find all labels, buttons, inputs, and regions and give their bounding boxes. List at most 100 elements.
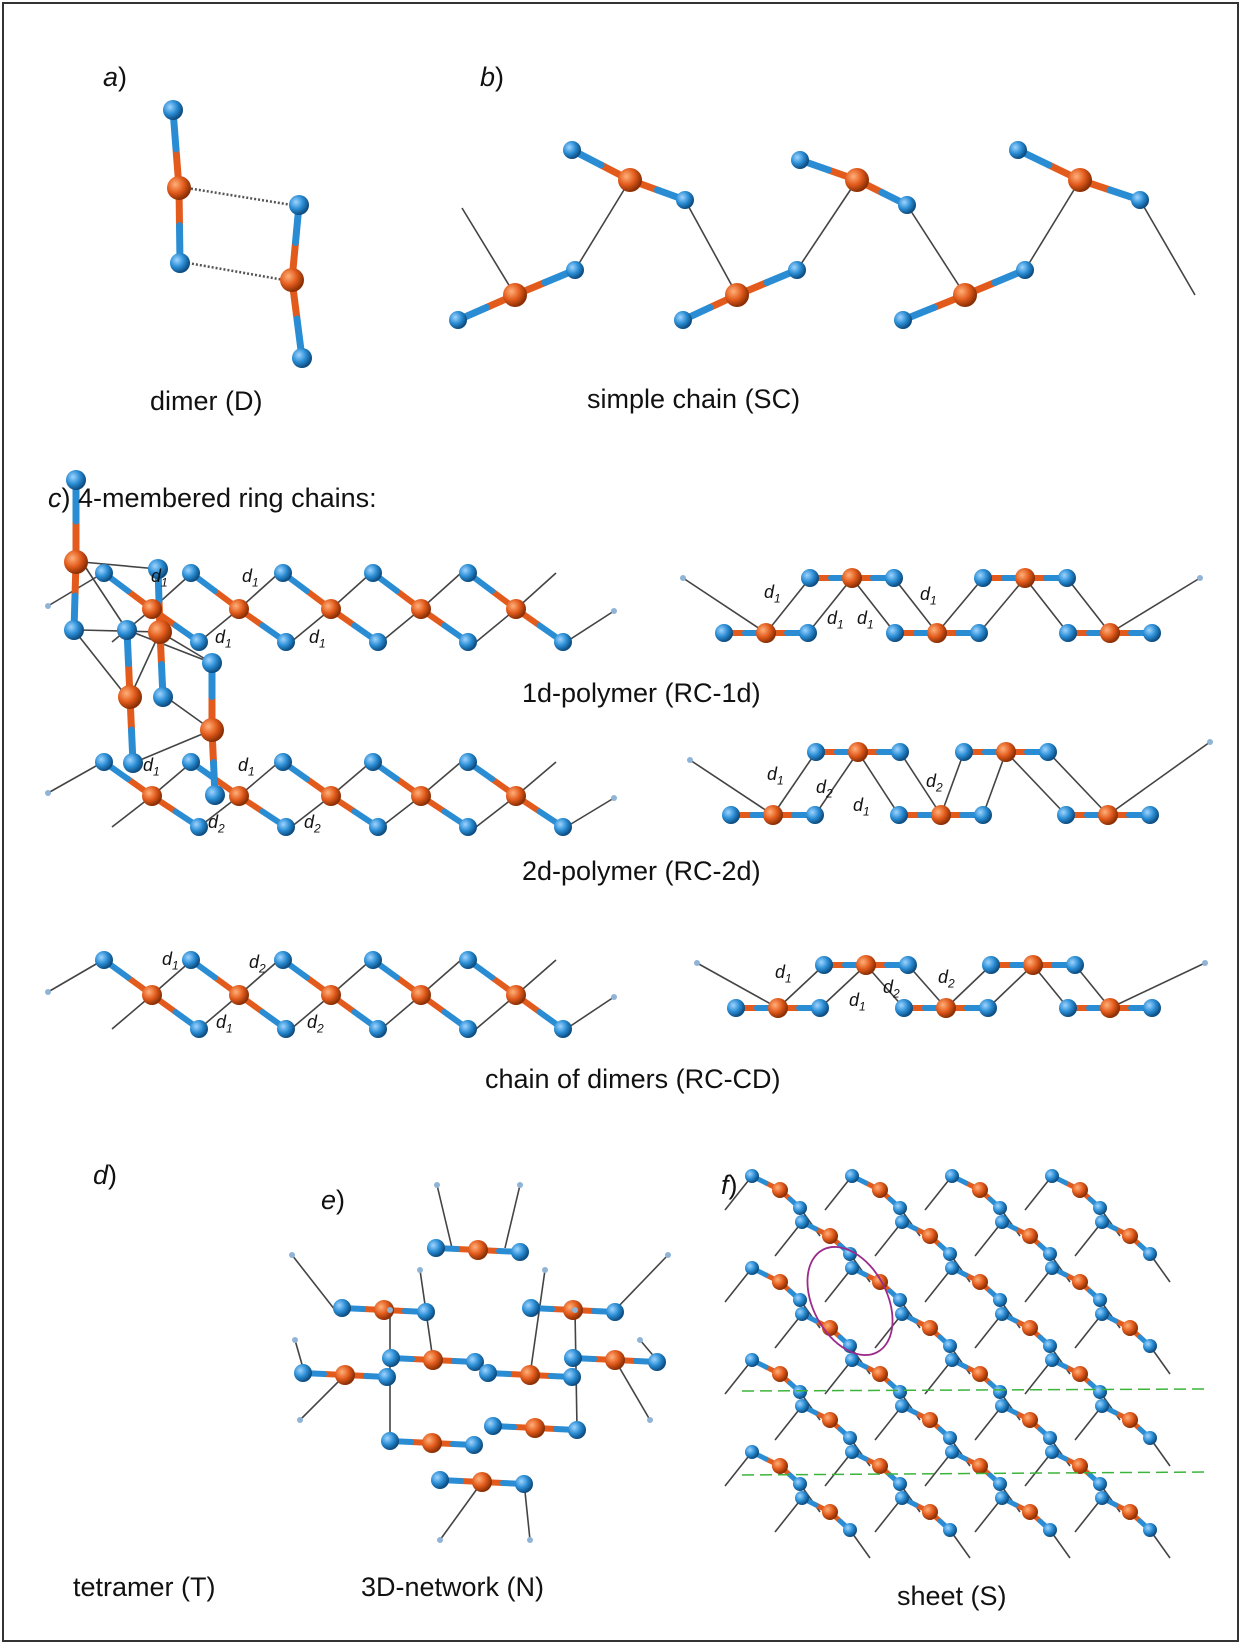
halogen-atom [148, 559, 168, 579]
halogen-atom [1143, 1247, 1157, 1261]
halogen-atom [974, 569, 992, 587]
metal-atom [167, 176, 191, 200]
halogen-atom [943, 1523, 957, 1537]
halogen-atom [1066, 956, 1084, 974]
halogen-atom [801, 569, 819, 587]
halogen-atom [382, 1349, 400, 1367]
contact-line [696, 962, 779, 1009]
contact-line [1024, 1451, 1053, 1487]
contact-line [724, 1267, 753, 1303]
metal-atom [1122, 1412, 1138, 1428]
contact-line [796, 179, 858, 271]
metal-atom [335, 1365, 355, 1385]
metal-atom [772, 1458, 788, 1474]
metal-atom [756, 623, 776, 643]
halogen-atom [292, 348, 312, 368]
contact-line [299, 1374, 346, 1421]
metal-atom [1098, 805, 1118, 825]
distance-label: d1 [775, 962, 792, 986]
halogen-atom [890, 806, 908, 824]
contact-line [824, 1451, 853, 1487]
distance-label: d2 [249, 952, 266, 976]
metal-atom [1122, 1504, 1138, 1520]
halogen-atom [979, 999, 997, 1017]
halogen-atom [554, 633, 572, 651]
contact-line-dashed [187, 261, 285, 282]
halogen-atom [793, 1385, 807, 1399]
halogen-atom [995, 1399, 1009, 1413]
contact-line [924, 1359, 953, 1395]
halogen-atom [885, 569, 903, 587]
metal-atom [229, 985, 249, 1005]
halogen-atom [1095, 1307, 1109, 1321]
contact-line [814, 751, 859, 816]
halogen-atom [479, 1364, 497, 1382]
halogen-atom [982, 956, 1000, 974]
halogen-atom [205, 785, 225, 805]
halogen-atom [1093, 1201, 1107, 1215]
halogen-atom [893, 1293, 907, 1307]
metal-atom [321, 786, 341, 806]
contact-line [1066, 577, 1111, 634]
contact-line [899, 751, 942, 816]
halogen-atom [364, 753, 382, 771]
metal-atom [64, 550, 88, 574]
metal-atom [411, 786, 431, 806]
halogen-atom [459, 1020, 477, 1038]
distance-label: d2 [926, 771, 943, 795]
halogen-atom [895, 1307, 909, 1321]
distance-label: d2 [938, 967, 955, 991]
halogen-atom [943, 1247, 957, 1261]
halogen-atom [459, 753, 477, 771]
halogen-atom [1043, 1339, 1057, 1353]
halogen-atom [466, 1353, 484, 1371]
halogen-atom [182, 951, 200, 969]
halogen-atom [676, 191, 694, 209]
halogen-atom [893, 1477, 907, 1491]
distance-label: d1 [920, 584, 937, 608]
halogen-atom [277, 1020, 295, 1038]
halogen-atom [190, 818, 208, 836]
contact-line-dashed [186, 186, 293, 207]
halogen-atom [515, 1475, 533, 1493]
distance-label: d1 [216, 1012, 233, 1036]
contact-line [874, 1313, 903, 1349]
distance-label: d2 [883, 977, 900, 1001]
halogen-atom [123, 753, 143, 773]
halogen-atom [955, 743, 973, 761]
metal-atom [1072, 1366, 1088, 1382]
metal-atom [1122, 1228, 1138, 1244]
metal-atom [525, 1418, 545, 1438]
contact-line [81, 561, 159, 570]
metal-atom [506, 786, 526, 806]
halogen-atom [648, 1353, 666, 1371]
metal-atom [423, 1350, 443, 1370]
halogen-atom [95, 951, 113, 969]
panel-label-e: e) [321, 1185, 346, 1215]
halogen-atom [606, 1303, 624, 1321]
halogen-atom [1058, 569, 1076, 587]
small-atom [527, 1537, 533, 1543]
halogen-atom [465, 1436, 483, 1454]
contact-line [982, 751, 1007, 816]
halogen-atom [459, 564, 477, 582]
halogen-atom [795, 1215, 809, 1229]
small-atom [437, 1537, 443, 1543]
halogen-atom [945, 1445, 959, 1459]
metal-atom [822, 1320, 838, 1336]
contact-line [529, 1269, 546, 1376]
contact-line [682, 577, 767, 634]
small-atom [647, 1417, 653, 1423]
halogen-atom [369, 818, 387, 836]
distance-label: d1 [857, 608, 874, 632]
metal-atom [118, 685, 142, 709]
halogen-atom [945, 1169, 959, 1183]
halogen-atom [459, 633, 477, 651]
halogen-atom [895, 999, 913, 1017]
contact-line [974, 1221, 1003, 1257]
distance-label: d1 [853, 795, 870, 819]
halogen-atom [993, 1293, 1007, 1307]
metal-atom [872, 1458, 888, 1474]
metal-atom [922, 1412, 938, 1428]
contact-line [1047, 751, 1109, 816]
